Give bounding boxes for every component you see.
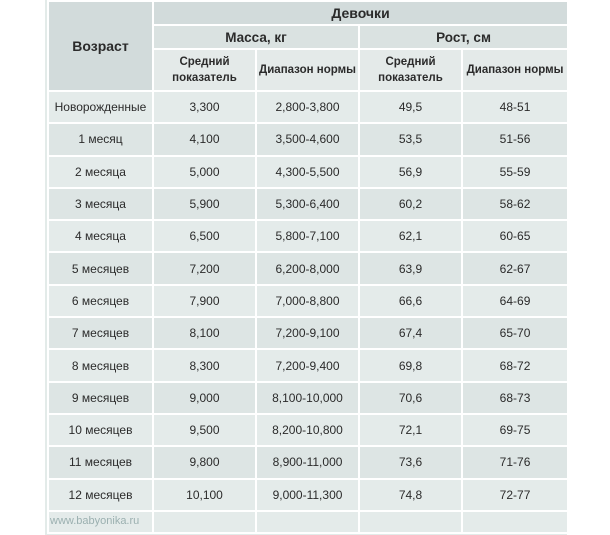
filler-cell bbox=[47, 509, 154, 534]
table-row: 2 месяца 5,000 4,300-5,500 56,9 55-59 bbox=[47, 154, 570, 189]
cell-age: 9 месяцев bbox=[47, 380, 154, 415]
cell-mass-range: 3,500-4,600 bbox=[255, 122, 360, 157]
table-row: 12 месяцев 10,100 9,000-11,300 74,8 72-77 bbox=[47, 477, 570, 512]
table-title: Девочки bbox=[151, 0, 570, 26]
cell-mass-range: 8,100-10,000 bbox=[255, 380, 360, 415]
cell-height-range: 48-51 bbox=[460, 89, 570, 125]
cell-mass-range: 7,000-8,800 bbox=[255, 283, 360, 319]
filler-cell bbox=[358, 509, 463, 534]
cell-height-range: 65-70 bbox=[460, 316, 570, 351]
cell-mass-avg: 5,900 bbox=[152, 186, 257, 222]
cell-height-avg: 49,5 bbox=[358, 89, 463, 125]
cell-height-range: 62-67 bbox=[460, 251, 570, 286]
cell-age: 3 месяца bbox=[47, 186, 154, 222]
table-row: 8 месяцев 8,300 7,200-9,400 69,8 68-72 bbox=[47, 348, 570, 383]
table-row: 3 месяца 5,900 5,300-6,400 60,2 58-62 bbox=[47, 186, 570, 222]
table-row: 6 месяцев 7,900 7,000-8,800 66,6 64-69 bbox=[47, 283, 570, 319]
cell-mass-avg: 8,100 bbox=[152, 316, 257, 351]
height-header: Рост, см bbox=[357, 24, 570, 50]
cell-height-range: 51-56 bbox=[460, 122, 570, 157]
cell-mass-range: 2,800-3,800 bbox=[255, 89, 360, 125]
cell-height-range: 69-75 bbox=[460, 412, 570, 448]
cell-height-avg: 66,6 bbox=[358, 283, 463, 319]
cell-mass-avg: 9,800 bbox=[152, 445, 257, 480]
filler-cell bbox=[152, 509, 257, 534]
growth-table: Возраст Девочки Масса, кг Рост, см Средн… bbox=[47, 0, 570, 534]
cell-age: 8 месяцев bbox=[47, 348, 154, 383]
cell-height-avg: 73,6 bbox=[358, 445, 463, 480]
cell-mass-avg: 9,000 bbox=[152, 380, 257, 415]
table-row: 4 месяца 6,500 5,800-7,100 62,1 60-65 bbox=[47, 219, 570, 254]
mass-avg-header: Средний показатель bbox=[152, 48, 257, 92]
cell-age: 11 месяцев bbox=[47, 445, 154, 480]
cell-age: 4 месяца bbox=[47, 219, 154, 254]
cell-mass-range: 6,200-8,000 bbox=[255, 251, 360, 286]
cell-height-range: 60-65 bbox=[460, 219, 570, 254]
cell-age: 10 месяцев bbox=[47, 412, 154, 448]
mass-range-header: Диапазон нормы bbox=[255, 48, 360, 92]
cell-mass-avg: 9,500 bbox=[152, 412, 257, 448]
cell-mass-range: 4,300-5,500 bbox=[255, 154, 360, 189]
cell-mass-range: 7,200-9,100 bbox=[255, 316, 360, 351]
cell-age: 1 месяц bbox=[47, 122, 154, 157]
cell-mass-range: 5,800-7,100 bbox=[255, 219, 360, 254]
cell-height-range: 71-76 bbox=[460, 445, 570, 480]
table-row: 1 месяц 4,100 3,500-4,600 53,5 51-56 bbox=[47, 122, 570, 157]
table-row: 9 месяцев 9,000 8,100-10,000 70,6 68-73 bbox=[47, 380, 570, 415]
cell-mass-avg: 10,100 bbox=[152, 477, 257, 512]
cell-height-range: 68-72 bbox=[460, 348, 570, 383]
mass-header: Масса, кг bbox=[152, 24, 360, 50]
cell-height-avg: 62,1 bbox=[358, 219, 463, 254]
cell-mass-range: 5,300-6,400 bbox=[255, 186, 360, 222]
cell-height-avg: 72,1 bbox=[358, 412, 463, 448]
table-row: 5 месяцев 7,200 6,200-8,000 63,9 62-67 bbox=[47, 251, 570, 286]
cell-height-avg: 67,4 bbox=[358, 316, 463, 351]
cell-mass-range: 9,000-11,300 bbox=[255, 477, 360, 512]
cell-mass-avg: 4,100 bbox=[152, 122, 257, 157]
cell-mass-avg: 5,000 bbox=[152, 154, 257, 189]
cell-height-avg: 70,6 bbox=[358, 380, 463, 415]
cell-mass-avg: 3,300 bbox=[152, 89, 257, 125]
cell-height-range: 55-59 bbox=[460, 154, 570, 189]
cell-height-range: 68-73 bbox=[460, 380, 570, 415]
cell-age: 2 месяца bbox=[47, 154, 154, 189]
cell-mass-avg: 8,300 bbox=[152, 348, 257, 383]
table-row: 7 месяцев 8,100 7,200-9,100 67,4 65-70 bbox=[47, 316, 570, 351]
table-row: Новорожденные 3,300 2,800-3,800 49,5 48-51 bbox=[47, 89, 570, 125]
cell-height-range: 64-69 bbox=[460, 283, 570, 319]
cell-height-avg: 53,5 bbox=[358, 122, 463, 157]
cell-mass-range: 8,200-10,800 bbox=[255, 412, 360, 448]
cell-age: Новорожденные bbox=[47, 89, 154, 125]
height-avg-header: Средний показатель bbox=[358, 48, 463, 92]
cell-age: 7 месяцев bbox=[47, 316, 154, 351]
cell-mass-range: 7,200-9,400 bbox=[255, 348, 360, 383]
cell-age: 5 месяцев bbox=[47, 251, 154, 286]
cell-height-range: 58-62 bbox=[460, 186, 570, 222]
cell-age: 12 месяцев bbox=[47, 477, 154, 512]
cell-mass-avg: 7,900 bbox=[152, 283, 257, 319]
age-header: Возраст bbox=[47, 0, 154, 92]
table-row: 11 месяцев 9,800 8,900-11,000 73,6 71-76 bbox=[47, 445, 570, 480]
filler-row bbox=[47, 509, 570, 534]
cell-height-avg: 60,2 bbox=[358, 186, 463, 222]
cell-height-avg: 74,8 bbox=[358, 477, 463, 512]
cell-mass-range: 8,900-11,000 bbox=[255, 445, 360, 480]
filler-cell bbox=[460, 509, 570, 534]
filler-cell bbox=[255, 509, 360, 534]
cell-age: 6 месяцев bbox=[47, 283, 154, 319]
watermark: www.babyonika.ru bbox=[50, 515, 140, 527]
table-body: Новорожденные 3,300 2,800-3,800 49,5 48-51 1 … bbox=[47, 89, 570, 534]
table-row: 10 месяцев 9,500 8,200-10,800 72,1 69-75 bbox=[47, 412, 570, 448]
cell-height-avg: 56,9 bbox=[358, 154, 463, 189]
cell-height-range: 72-77 bbox=[460, 477, 570, 512]
cell-height-avg: 69,8 bbox=[358, 348, 463, 383]
cell-mass-avg: 6,500 bbox=[152, 219, 257, 254]
height-range-header: Диапазон нормы bbox=[460, 48, 570, 92]
cell-height-avg: 63,9 bbox=[358, 251, 463, 286]
cell-mass-avg: 7,200 bbox=[152, 251, 257, 286]
